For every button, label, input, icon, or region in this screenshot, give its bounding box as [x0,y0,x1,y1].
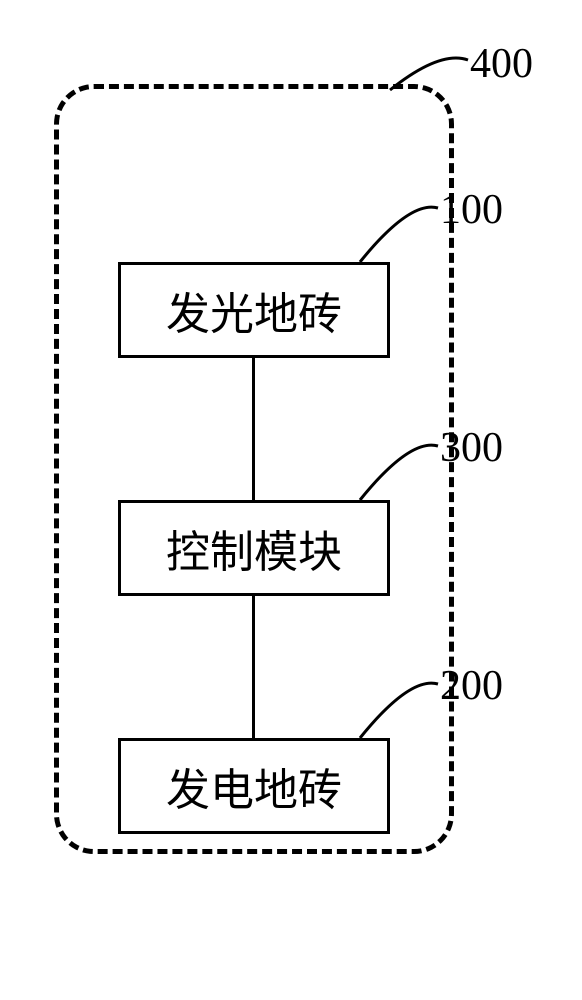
edge-300-200 [252,596,255,738]
node-200-ref-label: 200 [440,662,503,710]
diagram-canvas: 400 发光地砖 100 控制模块 300 发电地砖 200 [0,0,582,1000]
node-200-leader-line [0,0,582,1000]
edge-100-300 [252,358,255,500]
